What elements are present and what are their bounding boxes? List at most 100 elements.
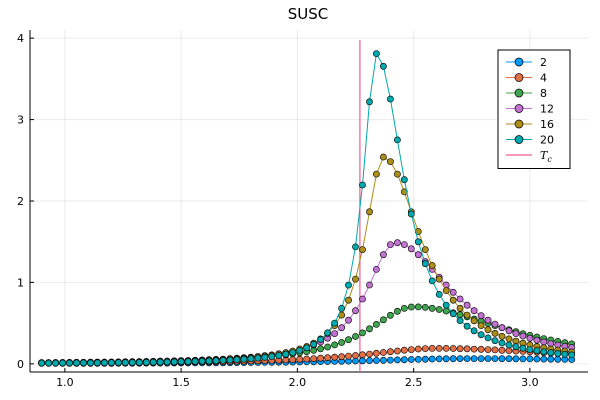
data-point-20-56: [428, 277, 436, 285]
data-point-20-41: [324, 329, 331, 337]
data-point-4-38: [303, 355, 311, 363]
data-point-8-47: [366, 325, 373, 333]
data-point-4-53: [407, 346, 415, 353]
data-point-16-60: [456, 304, 464, 312]
legend-marker-4: [514, 73, 524, 82]
data-point-2-64: [484, 355, 492, 362]
x-tick-label: 1.0: [56, 376, 74, 389]
data-point-8-42: [331, 341, 338, 349]
data-point-16-64: [484, 326, 492, 334]
data-point-2-63: [477, 355, 485, 362]
data-point-20-20: [177, 358, 185, 366]
data-point-20-42: [331, 319, 338, 327]
data-point-20-13: [128, 359, 136, 366]
data-point-20-53: [407, 210, 415, 218]
data-point-20-28: [233, 356, 241, 364]
data-point-20-64: [484, 334, 492, 342]
legend-marker-2: [514, 57, 524, 67]
data-point-20-2: [52, 359, 59, 367]
data-point-4-67: [505, 347, 513, 354]
data-point-16-66: [498, 332, 506, 340]
data-point-12-68: [512, 330, 520, 337]
data-point-4-41: [324, 354, 331, 362]
data-point-12-50: [386, 241, 394, 248]
legend-marker-20: [514, 135, 524, 144]
data-point-20-26: [219, 356, 227, 364]
data-point-20-21: [184, 358, 192, 365]
data-point-8-46: [359, 329, 366, 337]
data-point-20-14: [135, 358, 143, 366]
data-point-20-33: [268, 353, 276, 360]
data-point-2-55: [421, 355, 429, 363]
legend-label-2: 2: [540, 56, 547, 69]
data-point-20-15: [142, 358, 150, 366]
data-point-16-59: [449, 296, 457, 304]
data-point-20-9: [101, 359, 108, 367]
data-point-20-74: [554, 350, 562, 357]
chart-title: SUSC: [288, 5, 329, 23]
data-point-4-60: [456, 345, 464, 353]
data-point-16-51: [393, 170, 401, 178]
data-point-20-16: [149, 358, 157, 366]
data-point-20-55: [421, 260, 429, 268]
data-point-20-35: [282, 350, 290, 358]
data-point-4-39: [310, 355, 318, 362]
data-point-20-59: [449, 310, 457, 318]
data-point-8-51: [393, 307, 401, 315]
data-point-2-62: [470, 355, 478, 362]
data-point-12-49: [379, 251, 387, 259]
data-point-12-66: [498, 324, 506, 332]
data-point-20-12: [121, 359, 129, 366]
data-point-20-24: [205, 357, 213, 365]
y-tick-label: 0: [17, 358, 24, 371]
data-point-2-57: [435, 355, 443, 363]
data-point-8-50: [386, 311, 394, 319]
data-point-4-52: [400, 346, 408, 354]
data-point-4-44: [345, 352, 352, 360]
data-point-4-40: [317, 354, 324, 362]
x-tick-label: 2.0: [289, 376, 307, 389]
data-point-4-58: [442, 344, 450, 352]
data-point-12-59: [449, 288, 457, 296]
y-tick-label: 3: [17, 114, 24, 127]
data-point-20-50: [386, 95, 394, 103]
data-point-20-29: [240, 355, 248, 363]
data-point-4-48: [372, 349, 380, 357]
data-point-4-49: [379, 349, 387, 356]
data-point-2-66: [498, 355, 506, 363]
data-point-12-65: [491, 320, 499, 328]
data-point-4-63: [477, 345, 485, 353]
x-tick-label: 1.5: [172, 376, 190, 389]
data-point-4-64: [484, 346, 492, 353]
data-point-20-39: [310, 340, 318, 348]
data-point-16-67: [505, 335, 513, 343]
data-point-12-48: [372, 265, 380, 273]
data-point-20-45: [352, 243, 359, 251]
data-point-16-44: [345, 296, 352, 304]
data-point-4-59: [449, 345, 457, 352]
data-point-12-51: [393, 239, 401, 247]
data-point-12-46: [359, 295, 366, 303]
data-point-4-61: [463, 345, 471, 353]
data-point-20-6: [80, 359, 87, 367]
data-point-20-57: [435, 290, 443, 298]
data-point-4-43: [338, 353, 345, 361]
data-point-2-51: [393, 356, 401, 364]
data-point-4-47: [366, 350, 373, 358]
data-point-20-62: [470, 327, 478, 335]
data-point-20-65: [491, 337, 499, 345]
data-point-20-54: [414, 238, 422, 246]
data-point-2-54: [414, 355, 422, 363]
y-tick-label: 4: [17, 32, 24, 45]
data-point-2-60: [456, 355, 464, 362]
data-point-20-58: [442, 301, 450, 309]
data-point-20-30: [247, 355, 255, 363]
data-point-12-72: [540, 338, 548, 346]
data-point-8-40: [317, 345, 324, 353]
data-point-20-68: [512, 343, 520, 351]
data-point-4-62: [470, 345, 478, 353]
data-point-20-46: [359, 181, 366, 189]
data-point-2-53: [407, 356, 415, 363]
data-point-12-67: [505, 327, 513, 335]
